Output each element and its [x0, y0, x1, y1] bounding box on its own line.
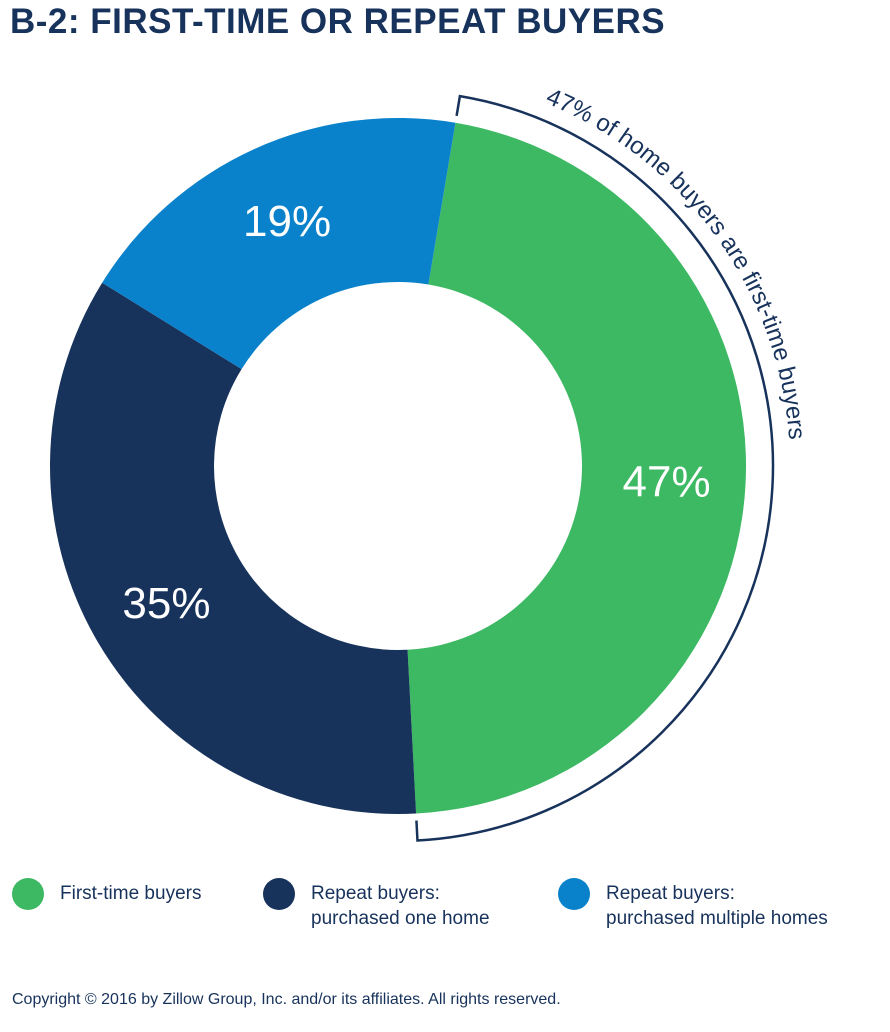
callout-bracket [415, 94, 775, 842]
slice-value-label: 47% [623, 457, 711, 506]
chart-title: B-2: FIRST-TIME OR REPEAT BUYERS [10, 2, 666, 41]
legend-item-repeat-multiple: Repeat buyers: purchased multiple homes [558, 878, 828, 931]
legend-swatch [263, 878, 295, 910]
legend-item-repeat-one: Repeat buyers: purchased one home [263, 878, 490, 931]
legend-label: Repeat buyers: [311, 883, 440, 904]
slice-value-label: 35% [122, 579, 210, 628]
legend-item-first-time: First-time buyers [12, 878, 201, 910]
legend-label: Repeat buyers: [606, 883, 735, 904]
legend-swatch [12, 878, 44, 910]
legend-label: purchased one home [311, 908, 490, 929]
slice-repeat-multiple [102, 117, 456, 370]
slice-repeat-one [50, 282, 417, 814]
legend-label: purchased multiple homes [606, 908, 828, 929]
legend-swatch [558, 878, 590, 910]
copyright: Copyright © 2016 by Zillow Group, Inc. a… [12, 991, 561, 1008]
slice-first-time [407, 122, 746, 814]
legend: First-time buyers Repeat buyers: purchas… [0, 878, 890, 938]
legend-label: First-time buyers [60, 883, 202, 904]
slice-value-label: 19% [243, 197, 331, 246]
